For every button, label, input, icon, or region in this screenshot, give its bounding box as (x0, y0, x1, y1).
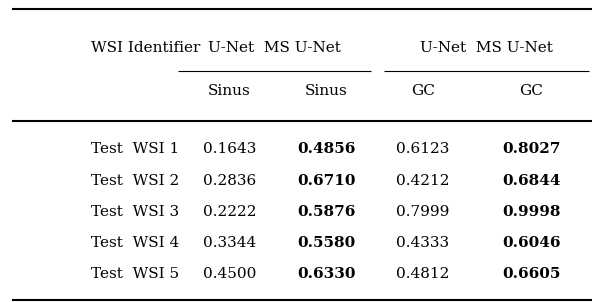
Text: WSI Identifier: WSI Identifier (91, 41, 200, 55)
Text: 0.4856: 0.4856 (297, 143, 355, 156)
Text: 0.4333: 0.4333 (396, 236, 449, 250)
Text: Test  WSI 3: Test WSI 3 (91, 205, 179, 219)
Text: 0.3344: 0.3344 (203, 236, 256, 250)
Text: 0.4500: 0.4500 (203, 267, 256, 281)
Text: 0.4212: 0.4212 (396, 174, 449, 188)
Text: 0.5876: 0.5876 (297, 205, 355, 219)
Text: 0.1643: 0.1643 (203, 143, 256, 156)
Text: 0.6330: 0.6330 (297, 267, 355, 281)
Text: 0.6710: 0.6710 (297, 174, 355, 188)
Text: U-Net  MS U-Net: U-Net MS U-Net (208, 41, 341, 55)
Text: 0.6046: 0.6046 (503, 236, 561, 250)
Text: 0.6844: 0.6844 (503, 174, 561, 188)
Text: GC: GC (519, 84, 544, 98)
Text: 0.7999: 0.7999 (396, 205, 449, 219)
Text: Sinus: Sinus (208, 84, 251, 98)
Text: 0.9998: 0.9998 (503, 205, 561, 219)
Text: Test  WSI 2: Test WSI 2 (91, 174, 179, 188)
Text: 0.4812: 0.4812 (396, 267, 449, 281)
Text: Test  WSI 4: Test WSI 4 (91, 236, 179, 250)
Text: Sinus: Sinus (305, 84, 347, 98)
Text: Test  WSI 1: Test WSI 1 (91, 143, 179, 156)
Text: 0.8027: 0.8027 (503, 143, 561, 156)
Text: 0.6123: 0.6123 (396, 143, 449, 156)
Text: 0.2222: 0.2222 (203, 205, 256, 219)
Text: GC: GC (411, 84, 435, 98)
Text: Test  WSI 5: Test WSI 5 (91, 267, 179, 281)
Text: U-Net  MS U-Net: U-Net MS U-Net (420, 41, 553, 55)
Text: 0.6605: 0.6605 (503, 267, 561, 281)
Text: 0.5580: 0.5580 (297, 236, 355, 250)
Text: 0.2836: 0.2836 (203, 174, 256, 188)
